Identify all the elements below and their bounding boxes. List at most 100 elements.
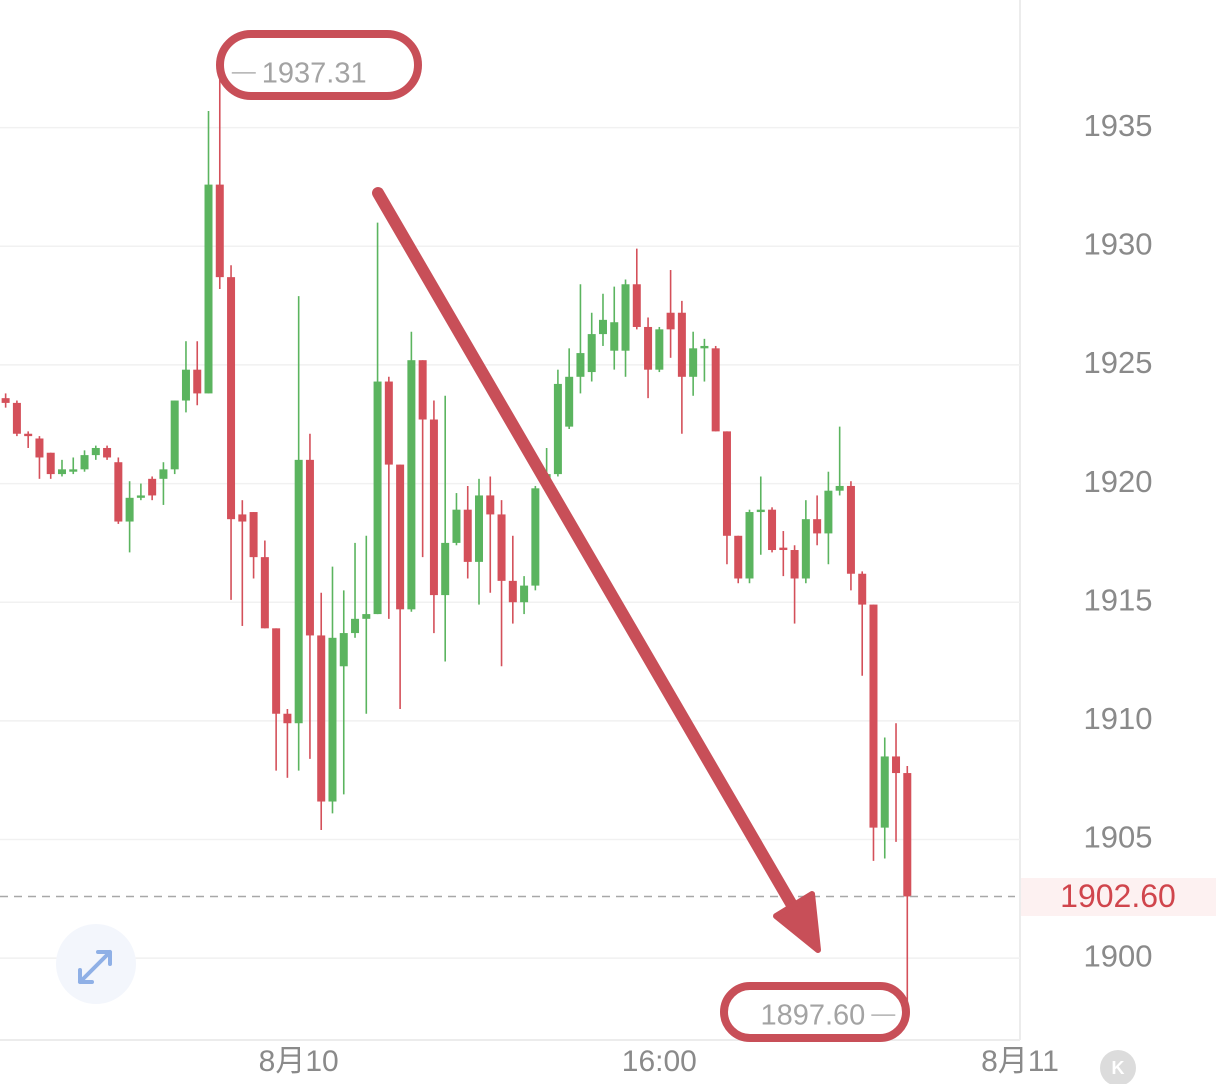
candle-body (339, 633, 348, 667)
candle-body (722, 431, 731, 536)
candle-body (260, 557, 269, 629)
candle-body (193, 369, 202, 394)
candle-body (846, 485, 855, 574)
k-button[interactable]: K (1100, 1050, 1136, 1084)
candle-body (91, 447, 100, 456)
arrow-head (773, 891, 821, 953)
labels: 1900 1905 1910 1915 1920 1925 1930 1935 8月10 16:0… (0, 58, 1176, 1078)
candle-body (328, 637, 337, 802)
candle-body (486, 495, 495, 515)
candle-body (249, 512, 258, 558)
low-circle (720, 982, 910, 1042)
candle-body (497, 514, 506, 581)
candle-body (57, 469, 66, 475)
candle-body (1, 398, 10, 403)
candle-body (835, 485, 844, 491)
candle-body (598, 319, 607, 335)
candle-body (745, 512, 754, 579)
y-tick-label: 1905 (1084, 820, 1153, 855)
candle-body (384, 381, 393, 465)
candle-body (317, 635, 326, 802)
candle-body (880, 756, 889, 828)
candle-body (734, 535, 743, 579)
candle-body (768, 509, 777, 551)
candle-body (677, 312, 686, 377)
candle-body (756, 509, 765, 513)
candle-body (520, 585, 529, 603)
candle-body (655, 329, 664, 370)
candle-body (632, 284, 641, 327)
candle-body (294, 459, 303, 724)
candle-body (553, 383, 562, 475)
candle-body (418, 360, 427, 420)
candle-body (103, 447, 112, 458)
candle-body (531, 488, 540, 586)
candle-body (790, 550, 799, 579)
candle-body (475, 495, 484, 562)
k-button-label: K (1112, 1058, 1125, 1078)
y-tick-label: 1910 (1084, 701, 1153, 736)
candle-body (824, 490, 833, 534)
y-tick-label: 1900 (1084, 938, 1153, 973)
candle-body (463, 509, 472, 562)
candle-body (869, 604, 878, 828)
candle-body (305, 459, 314, 636)
candle-body (136, 495, 145, 498)
candle-body (711, 348, 720, 432)
candle-body (80, 455, 89, 470)
annotations (216, 30, 910, 1042)
candle-body (114, 462, 123, 522)
candle-body (779, 547, 788, 551)
candle-body (689, 348, 698, 377)
candle-body (565, 376, 574, 427)
candle-body (125, 497, 134, 522)
last-price-label: 1902.60 (1060, 878, 1176, 914)
candle-body (159, 469, 168, 479)
high-marker-label: 1937.31 (262, 58, 367, 90)
candle-body (429, 419, 438, 596)
candle-body (373, 381, 382, 615)
y-tick-label: 1930 (1084, 226, 1153, 261)
y-tick-label: 1915 (1084, 582, 1153, 617)
candle-body (452, 509, 461, 543)
candle-body (508, 580, 517, 603)
candle-body (813, 519, 822, 534)
candle-body (24, 433, 33, 437)
candle-body (576, 353, 585, 377)
candle-body (69, 469, 78, 472)
candle-body (666, 312, 675, 330)
arrow-shaft (372, 187, 802, 918)
x-tick-label: 16:00 (622, 1045, 697, 1078)
high-circle (216, 30, 422, 100)
candle-body (892, 756, 901, 774)
candle-body (148, 478, 157, 496)
candle-body (621, 284, 630, 351)
candle-body (407, 360, 416, 610)
candle-body (441, 542, 450, 596)
candle-body (903, 773, 912, 897)
candle-body (227, 277, 236, 520)
candle-body (396, 464, 405, 610)
candle-body (801, 519, 810, 579)
candle-body (858, 573, 867, 605)
candle-body (351, 618, 360, 634)
candle-body (46, 452, 55, 475)
candle-body (204, 184, 213, 394)
candle-body (587, 334, 596, 373)
last-price-bg (1020, 878, 1216, 916)
candle-body (283, 713, 292, 724)
y-tick-label: 1935 (1084, 108, 1153, 143)
low-marker-label: 1897.60 (760, 1000, 865, 1032)
expand-icon[interactable] (56, 924, 136, 1004)
candle-body (35, 438, 44, 458)
candle-body (610, 322, 619, 351)
x-tick-label: 8月11 (981, 1045, 1059, 1078)
candle-body (170, 400, 179, 470)
candle-body (272, 628, 281, 714)
y-tick-label: 1925 (1084, 345, 1153, 380)
candle-body (700, 345, 709, 349)
x-tick-label: 8月10 (259, 1045, 339, 1078)
candle-body (12, 402, 21, 434)
